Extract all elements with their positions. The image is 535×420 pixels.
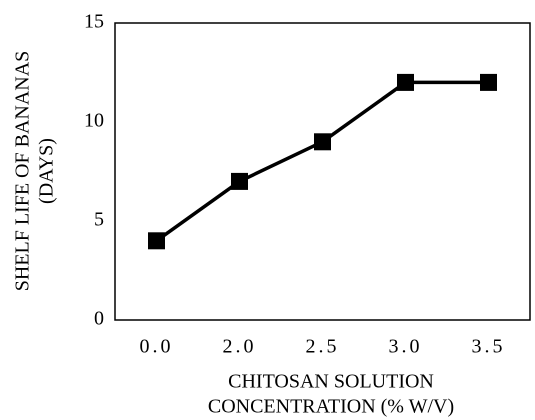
y-tick-labels: 0 5 10 15 (84, 11, 104, 330)
data-point-marker (148, 232, 165, 250)
y-axis-title-line-1: SHELF LIFE OF BANANAS (12, 51, 34, 292)
x-axis-title-line-2: CONCENTRATION (% W/V) (208, 396, 454, 418)
data-point-marker (397, 73, 414, 91)
data-point-marker (480, 73, 497, 91)
x-tick-label: 2.0 (223, 336, 257, 358)
x-axis-title-line-1: CHITOSAN SOLUTION (228, 371, 434, 393)
y-tick-label: 10 (84, 110, 104, 132)
x-tick-label: 0.0 (140, 336, 174, 358)
y-tick-label: 0 (94, 308, 104, 330)
x-tick-label: 2.5 (306, 336, 340, 358)
x-tick-label: 3.5 (472, 336, 506, 358)
y-axis-title: SHELF LIFE OF BANANAS (DAYS) (12, 51, 58, 292)
data-point-marker (314, 133, 331, 151)
x-tick-labels: 0.0 2.0 2.5 3.0 3.5 (140, 336, 506, 358)
series-layer (148, 73, 497, 250)
x-tick-label: 3.0 (389, 336, 423, 358)
y-tick-label: 5 (94, 209, 104, 231)
data-point-marker (231, 172, 248, 190)
y-axis-title-line-2: (DAYS) (36, 138, 58, 204)
plot-area (114, 22, 531, 321)
y-tick-label: 15 (84, 11, 104, 33)
